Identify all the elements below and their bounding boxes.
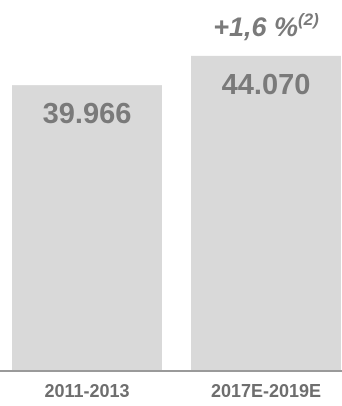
data-label-2011-2013: 39.966: [43, 98, 132, 130]
bar-2011-2013: [12, 85, 162, 370]
growth-annotation-footnote: (2): [298, 10, 319, 29]
x-tick-label-2017e-2019e: 2017E-2019E: [211, 381, 321, 401]
growth-annotation-text: +1,6 %: [213, 12, 298, 42]
growth-annotation: +1,6 %(2): [213, 10, 319, 42]
data-label-2017e-2019e: 44.070: [222, 69, 311, 101]
x-tick-label-2011-2013: 2011-2013: [44, 381, 129, 401]
bars: [12, 55, 341, 371]
bar-2017e-2019e: [191, 55, 341, 371]
labels: 39.966 2011-2013 44.070 2017E-2019E: [43, 69, 321, 401]
